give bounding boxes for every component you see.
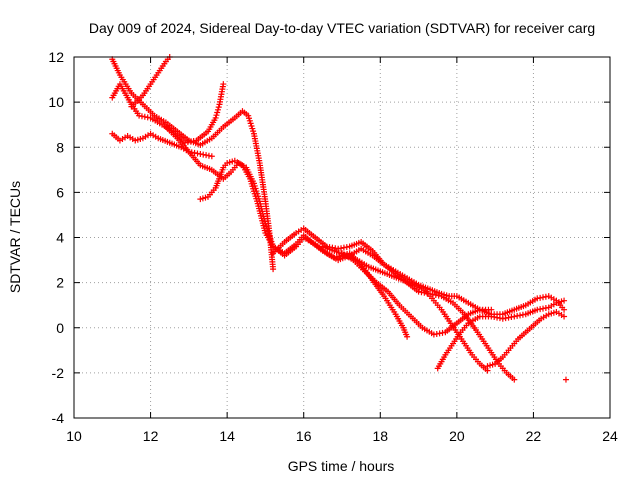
series-track-k bbox=[484, 308, 568, 370]
series-track-c bbox=[128, 54, 173, 110]
y-tick-label: 8 bbox=[56, 139, 64, 155]
data-point bbox=[562, 376, 569, 383]
x-tick-label: 16 bbox=[296, 428, 312, 444]
x-tick-label: 22 bbox=[526, 428, 542, 444]
y-axis-label: SDTVAR / TECUs bbox=[7, 181, 23, 293]
x-tick-label: 20 bbox=[449, 428, 465, 444]
chart-title: Day 009 of 2024, Sidereal Day-to-day VTE… bbox=[89, 20, 595, 36]
data-point bbox=[511, 376, 518, 383]
grid bbox=[74, 57, 610, 418]
y-tick-label: 6 bbox=[56, 184, 64, 200]
y-tick-label: 2 bbox=[56, 275, 64, 291]
data-point bbox=[213, 112, 220, 119]
data-point bbox=[488, 306, 495, 313]
series-track-l bbox=[562, 376, 569, 383]
data-point bbox=[561, 297, 568, 304]
series-track-j bbox=[434, 297, 568, 372]
data-point bbox=[214, 106, 221, 113]
series-track-d bbox=[109, 56, 277, 273]
data-point bbox=[561, 313, 568, 320]
axis-ticks bbox=[73, 56, 611, 419]
x-tick-label: 24 bbox=[602, 428, 618, 444]
data-point bbox=[404, 333, 411, 340]
x-axis-label: GPS time / hours bbox=[288, 458, 395, 474]
data-point bbox=[561, 306, 568, 313]
data-point bbox=[214, 109, 221, 116]
x-tick-labels: 10 12 14 16 18 20 22 24 bbox=[66, 428, 618, 444]
y-tick-label: 4 bbox=[56, 230, 64, 246]
series-track-i bbox=[339, 250, 495, 338]
x-tick-label: 18 bbox=[372, 428, 388, 444]
series-track-g bbox=[270, 225, 568, 318]
data-point bbox=[220, 81, 227, 88]
data-point bbox=[270, 266, 277, 273]
y-tick-label: 12 bbox=[48, 49, 64, 65]
y-tick-label: 10 bbox=[48, 94, 64, 110]
y-tick-labels: -4 -2 0 2 4 6 8 10 12 bbox=[48, 49, 64, 426]
data-point bbox=[212, 114, 219, 121]
y-tick-label: 0 bbox=[56, 320, 64, 336]
x-tick-label: 12 bbox=[143, 428, 159, 444]
y-tick-label: -4 bbox=[52, 410, 65, 426]
data-point bbox=[215, 104, 222, 111]
series-track-h bbox=[319, 243, 491, 374]
data-point bbox=[208, 153, 215, 160]
y-tick-label: -2 bbox=[52, 365, 65, 381]
x-tick-label: 14 bbox=[219, 428, 235, 444]
data-series bbox=[109, 54, 569, 383]
x-tick-label: 10 bbox=[66, 428, 82, 444]
